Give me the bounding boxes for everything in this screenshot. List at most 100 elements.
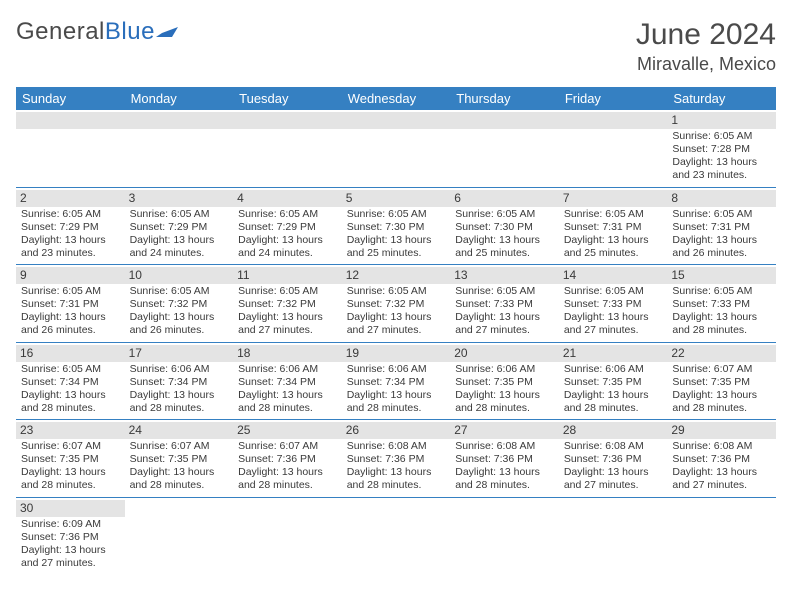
day-number: 7 bbox=[559, 190, 668, 207]
sunset-text: Sunset: 7:36 PM bbox=[21, 531, 120, 544]
weekday-header: Thursday bbox=[450, 87, 559, 110]
calendar-cell: 2Sunrise: 6:05 AMSunset: 7:29 PMDaylight… bbox=[16, 187, 125, 265]
month-title: June 2024 bbox=[636, 18, 776, 52]
sunset-text: Sunset: 7:33 PM bbox=[672, 298, 771, 311]
calendar-head: SundayMondayTuesdayWednesdayThursdayFrid… bbox=[16, 87, 776, 110]
sunset-text: Sunset: 7:29 PM bbox=[130, 221, 229, 234]
day-number: 29 bbox=[667, 422, 776, 439]
sunrise-text: Sunrise: 6:05 AM bbox=[455, 285, 554, 298]
sunset-text: Sunset: 7:33 PM bbox=[455, 298, 554, 311]
sunset-text: Sunset: 7:31 PM bbox=[21, 298, 120, 311]
sunset-text: Sunset: 7:36 PM bbox=[455, 453, 554, 466]
daylight1-text: Daylight: 13 hours bbox=[347, 311, 446, 324]
daylight2-text: and 24 minutes. bbox=[238, 247, 337, 260]
calendar-week: 23Sunrise: 6:07 AMSunset: 7:35 PMDayligh… bbox=[16, 420, 776, 498]
daylight2-text: and 28 minutes. bbox=[564, 402, 663, 415]
calendar-cell: 22Sunrise: 6:07 AMSunset: 7:35 PMDayligh… bbox=[667, 342, 776, 420]
daylight2-text: and 27 minutes. bbox=[564, 324, 663, 337]
calendar-cell bbox=[559, 110, 668, 187]
daylight1-text: Daylight: 13 hours bbox=[347, 389, 446, 402]
daylight1-text: Daylight: 13 hours bbox=[21, 311, 120, 324]
weekday-header: Sunday bbox=[16, 87, 125, 110]
sunrise-text: Sunrise: 6:05 AM bbox=[672, 285, 771, 298]
day-number: 17 bbox=[125, 345, 234, 362]
daylight2-text: and 28 minutes. bbox=[238, 402, 337, 415]
sunset-text: Sunset: 7:35 PM bbox=[455, 376, 554, 389]
day-number: 27 bbox=[450, 422, 559, 439]
sunset-text: Sunset: 7:32 PM bbox=[238, 298, 337, 311]
daylight2-text: and 28 minutes. bbox=[21, 479, 120, 492]
logo-text-blue: Blue bbox=[105, 18, 155, 46]
sunrise-text: Sunrise: 6:06 AM bbox=[238, 363, 337, 376]
daylight1-text: Daylight: 13 hours bbox=[21, 466, 120, 479]
sunset-text: Sunset: 7:36 PM bbox=[564, 453, 663, 466]
sunrise-text: Sunrise: 6:08 AM bbox=[455, 440, 554, 453]
sunrise-text: Sunrise: 6:06 AM bbox=[455, 363, 554, 376]
daylight2-text: and 24 minutes. bbox=[130, 247, 229, 260]
daylight2-text: and 28 minutes. bbox=[238, 479, 337, 492]
sunrise-text: Sunrise: 6:07 AM bbox=[238, 440, 337, 453]
sunrise-text: Sunrise: 6:05 AM bbox=[672, 208, 771, 221]
day-number: 9 bbox=[16, 267, 125, 284]
sunrise-text: Sunrise: 6:05 AM bbox=[564, 208, 663, 221]
sunrise-text: Sunrise: 6:07 AM bbox=[672, 363, 771, 376]
daylight1-text: Daylight: 13 hours bbox=[238, 466, 337, 479]
daylight2-text: and 28 minutes. bbox=[455, 402, 554, 415]
daylight1-text: Daylight: 13 hours bbox=[130, 311, 229, 324]
title-block: June 2024 Miravalle, Mexico bbox=[636, 18, 776, 75]
sunset-text: Sunset: 7:31 PM bbox=[672, 221, 771, 234]
daylight2-text: and 26 minutes. bbox=[21, 324, 120, 337]
calendar-week: 1Sunrise: 6:05 AMSunset: 7:28 PMDaylight… bbox=[16, 110, 776, 187]
daylight1-text: Daylight: 13 hours bbox=[672, 466, 771, 479]
daylight2-text: and 27 minutes. bbox=[672, 479, 771, 492]
daylight1-text: Daylight: 13 hours bbox=[564, 466, 663, 479]
day-number: 15 bbox=[667, 267, 776, 284]
sunrise-text: Sunrise: 6:05 AM bbox=[238, 285, 337, 298]
daylight2-text: and 28 minutes. bbox=[347, 402, 446, 415]
sunrise-text: Sunrise: 6:05 AM bbox=[21, 363, 120, 376]
calendar-body: 1Sunrise: 6:05 AMSunset: 7:28 PMDaylight… bbox=[16, 110, 776, 574]
day-number: 25 bbox=[233, 422, 342, 439]
calendar-week: 9Sunrise: 6:05 AMSunset: 7:31 PMDaylight… bbox=[16, 265, 776, 343]
sunset-text: Sunset: 7:30 PM bbox=[347, 221, 446, 234]
sunrise-text: Sunrise: 6:05 AM bbox=[455, 208, 554, 221]
sunset-text: Sunset: 7:32 PM bbox=[130, 298, 229, 311]
day-number: 4 bbox=[233, 190, 342, 207]
sunset-text: Sunset: 7:36 PM bbox=[347, 453, 446, 466]
daylight1-text: Daylight: 13 hours bbox=[21, 234, 120, 247]
daylight1-text: Daylight: 13 hours bbox=[21, 389, 120, 402]
calendar-cell bbox=[125, 110, 234, 187]
day-number: 16 bbox=[16, 345, 125, 362]
daylight2-text: and 28 minutes. bbox=[21, 402, 120, 415]
daylight1-text: Daylight: 13 hours bbox=[455, 311, 554, 324]
daylight1-text: Daylight: 13 hours bbox=[455, 466, 554, 479]
daylight1-text: Daylight: 13 hours bbox=[347, 234, 446, 247]
calendar-cell bbox=[450, 497, 559, 574]
calendar-cell: 26Sunrise: 6:08 AMSunset: 7:36 PMDayligh… bbox=[342, 420, 451, 498]
calendar-cell: 30Sunrise: 6:09 AMSunset: 7:36 PMDayligh… bbox=[16, 497, 125, 574]
weekday-header: Friday bbox=[559, 87, 668, 110]
calendar-week: 16Sunrise: 6:05 AM Sunset: 7:34 PM Dayligh… bbox=[16, 342, 776, 420]
daylight2-text: and 27 minutes. bbox=[347, 324, 446, 337]
calendar-cell: 1Sunrise: 6:05 AMSunset: 7:28 PMDaylight… bbox=[667, 110, 776, 187]
sunrise-text: Sunrise: 6:05 AM bbox=[130, 285, 229, 298]
daylight2-text: and 28 minutes. bbox=[130, 402, 229, 415]
calendar-cell: 8Sunrise: 6:05 AMSunset: 7:31 PMDaylight… bbox=[667, 187, 776, 265]
day-number: 20 bbox=[450, 345, 559, 362]
day-number: 26 bbox=[342, 422, 451, 439]
weekday-header: Monday bbox=[125, 87, 234, 110]
daylight1-text: Daylight: 13 hours bbox=[238, 389, 337, 402]
calendar-cell bbox=[559, 497, 668, 574]
daylight1-text: Daylight: 13 hours bbox=[672, 234, 771, 247]
sunset-text: Sunset: 7:31 PM bbox=[564, 221, 663, 234]
sunrise-text: Sunrise: 6:07 AM bbox=[21, 440, 120, 453]
calendar-cell: 7Sunrise: 6:05 AMSunset: 7:31 PMDaylight… bbox=[559, 187, 668, 265]
sunset-text: Sunset: 7:30 PM bbox=[455, 221, 554, 234]
sunset-text: Sunset: 7:36 PM bbox=[238, 453, 337, 466]
day-number: 22 bbox=[667, 345, 776, 362]
calendar-cell bbox=[450, 110, 559, 187]
calendar-cell: 14Sunrise: 6:05 AMSunset: 7:33 PMDayligh… bbox=[559, 265, 668, 343]
sunset-text: Sunset: 7:34 PM bbox=[130, 376, 229, 389]
sunrise-text: Sunrise: 6:08 AM bbox=[564, 440, 663, 453]
day-number: 12 bbox=[342, 267, 451, 284]
